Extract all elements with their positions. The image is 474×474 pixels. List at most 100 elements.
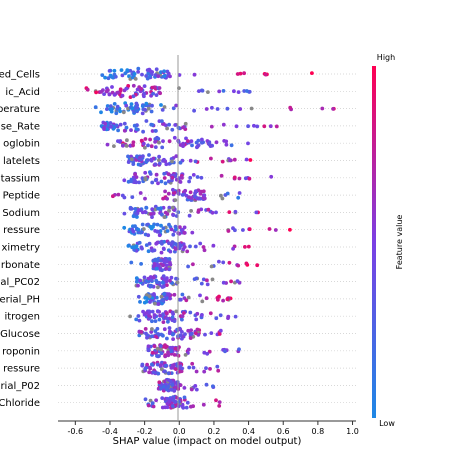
shap-point (198, 191, 203, 196)
shap-point (233, 228, 237, 233)
shap-point (154, 398, 159, 403)
shap-point (190, 143, 194, 148)
shap-point (155, 309, 160, 313)
shap-point (217, 294, 221, 299)
feature-label: se_Rate (1, 121, 40, 132)
shap-point (156, 74, 161, 79)
shap-point (144, 101, 149, 106)
shap-point (175, 381, 180, 386)
shap-point (160, 212, 164, 217)
shap-point (149, 334, 154, 339)
shap-point (135, 154, 140, 159)
shap-point (129, 102, 134, 106)
shap-point (162, 384, 166, 389)
shap-point (255, 263, 260, 268)
shap-point (123, 71, 128, 76)
shap-point (94, 90, 98, 95)
shap-point (130, 195, 135, 200)
shap-point (331, 107, 335, 111)
shap-point (189, 209, 194, 213)
shap-point (112, 144, 116, 149)
shap-point (178, 297, 183, 302)
shap-point (150, 401, 155, 406)
shap-point (148, 398, 153, 403)
shap-point (133, 172, 138, 177)
shap-point (218, 313, 223, 318)
shap-point (160, 280, 165, 285)
shap-point (130, 106, 135, 111)
shap-point (226, 229, 231, 233)
shap-point (217, 400, 222, 404)
shap-point (136, 70, 141, 74)
shap-point (139, 330, 144, 334)
shap-point (147, 294, 152, 299)
shap-point (132, 123, 137, 128)
shap-point (200, 137, 204, 142)
shap-point (201, 277, 206, 282)
colorbar-low-label: Low (379, 419, 395, 428)
shap-point (168, 260, 172, 265)
shap-point (126, 154, 130, 159)
x-tick-label: 0.0 (173, 427, 186, 436)
shap-point (140, 222, 145, 227)
shap-point (224, 142, 229, 147)
shap-point (129, 179, 133, 184)
shap-point (159, 70, 163, 75)
shap-point (137, 318, 142, 323)
feature-label: ed_Cells (0, 70, 40, 81)
shap-point (274, 124, 279, 129)
shap-point (166, 319, 170, 324)
shap-point (126, 160, 131, 165)
shap-point (262, 124, 267, 129)
shap-point (246, 124, 251, 129)
shap-point (134, 317, 139, 322)
shap-point (157, 86, 162, 90)
shap-point (93, 105, 98, 110)
shap-point (186, 139, 190, 144)
shap-point (154, 334, 159, 339)
shap-point (186, 347, 191, 352)
shap-point (139, 262, 144, 266)
shap-point (149, 284, 154, 288)
shap-point (200, 88, 205, 93)
shap-point (225, 106, 230, 111)
shap-point (180, 330, 184, 334)
shap-point (161, 246, 166, 251)
shap-point (165, 212, 170, 216)
shap-point (172, 319, 177, 323)
shap-point (144, 331, 148, 336)
shap-point (106, 76, 111, 81)
shap-point (246, 141, 250, 146)
shap-point (159, 367, 164, 372)
shap-point (129, 260, 134, 265)
x-axis-label: SHAP value (impact on model output) (113, 436, 302, 447)
shap-point (194, 387, 199, 392)
colorbar-high-label: High (377, 53, 395, 62)
shap-point (144, 119, 149, 123)
shap-point (146, 106, 151, 111)
shap-point (210, 210, 215, 215)
shap-point (148, 74, 152, 79)
shap-point (114, 123, 119, 128)
shap-point (163, 354, 168, 359)
shap-point (170, 383, 175, 387)
shap-point (148, 137, 153, 142)
shap-point (156, 285, 160, 290)
shap-point (153, 178, 158, 183)
shap-point (174, 246, 178, 251)
shap-point (178, 160, 183, 165)
shap-point (244, 261, 249, 266)
shap-point (136, 227, 141, 232)
shap-point (223, 349, 227, 354)
shap-point (155, 280, 159, 285)
shap-point (226, 314, 231, 319)
shap-point (161, 320, 166, 324)
shap-point (221, 298, 226, 303)
shap-point (145, 68, 150, 72)
shap-point (172, 292, 177, 297)
shap-point (192, 194, 197, 199)
shap-point (133, 224, 137, 229)
shap-point (128, 314, 133, 319)
shap-point (171, 187, 175, 192)
shap-point (237, 191, 242, 195)
